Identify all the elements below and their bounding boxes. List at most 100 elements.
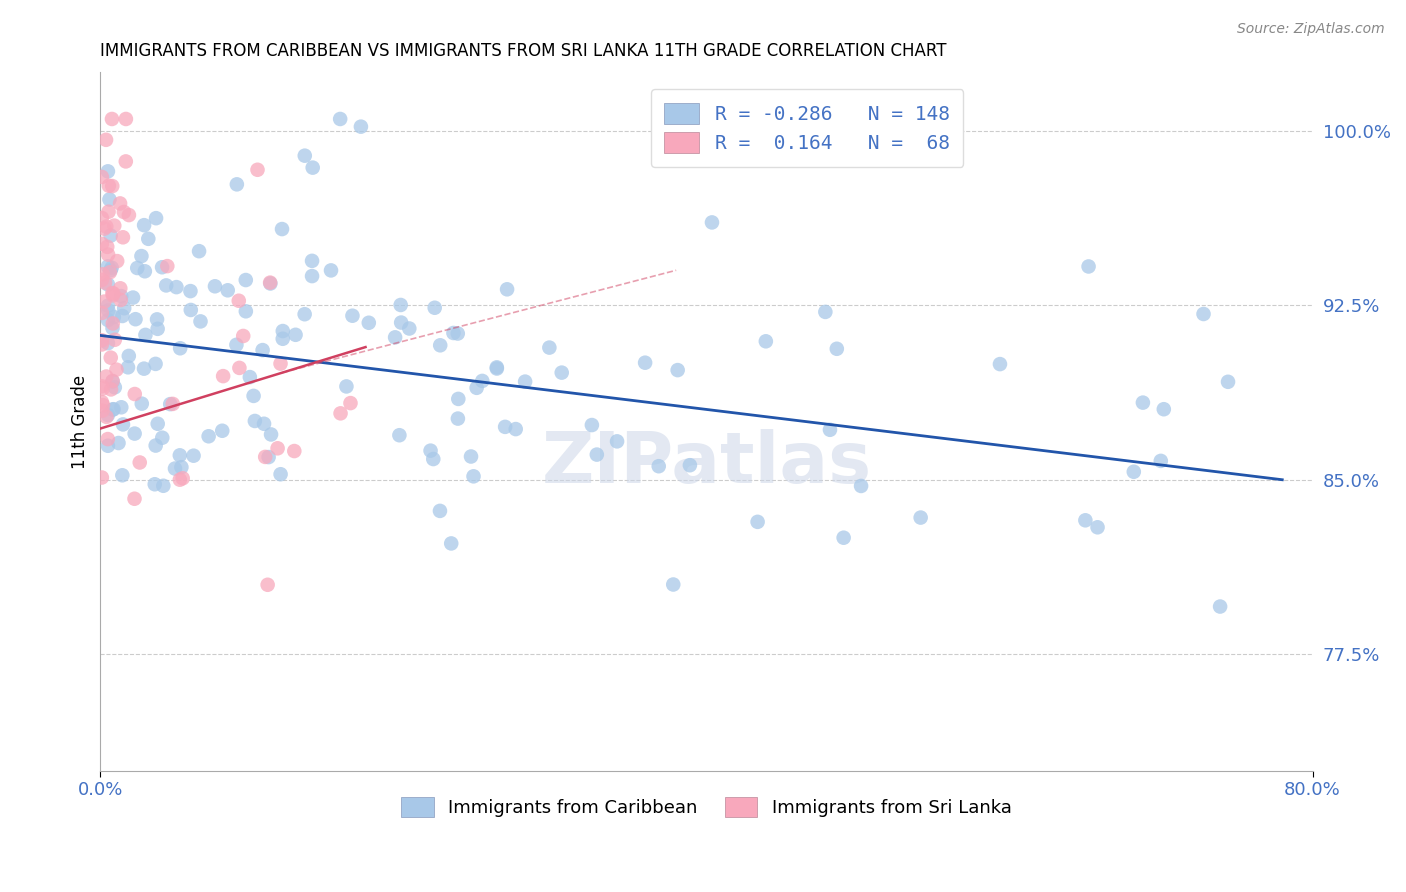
Point [350, 120, 373, 134]
Point [163, 461, 186, 475]
Point [97, 313, 120, 327]
Point [284, 327, 307, 342]
Point [443, 326, 465, 340]
Point [283, 444, 305, 458]
Point [342, 309, 364, 323]
Point [146, 322, 169, 336]
Point [832, 531, 855, 545]
Point [259, 277, 281, 291]
Point [150, 260, 173, 275]
Point [266, 442, 288, 456]
Point [128, 455, 150, 469]
Point [114, 154, 136, 169]
Point [228, 360, 250, 375]
Point [96, 240, 118, 254]
Point [389, 316, 412, 330]
Point [471, 374, 494, 388]
Point [90, 379, 112, 393]
Point [217, 283, 239, 297]
Point [107, 436, 129, 450]
Point [1087, 520, 1109, 534]
Point [188, 244, 211, 259]
Point [105, 254, 128, 268]
Point [1209, 599, 1232, 614]
Point [825, 342, 848, 356]
Point [1132, 395, 1154, 409]
Point [169, 448, 191, 462]
Point [104, 380, 127, 394]
Point [97, 247, 120, 261]
Point [339, 396, 361, 410]
Point [117, 360, 139, 375]
Point [101, 112, 124, 126]
Point [127, 260, 149, 275]
Point [1122, 465, 1144, 479]
Point [183, 449, 205, 463]
Point [259, 276, 281, 290]
Point [110, 401, 132, 415]
Point [211, 424, 233, 438]
Point [301, 161, 323, 175]
Point [447, 326, 470, 341]
Point [197, 429, 219, 443]
Point [136, 232, 159, 246]
Point [423, 301, 446, 315]
Point [271, 222, 294, 236]
Point [94, 276, 117, 290]
Point [494, 420, 516, 434]
Point [145, 357, 167, 371]
Point [235, 273, 257, 287]
Point [115, 112, 138, 126]
Point [170, 460, 193, 475]
Point [110, 289, 132, 303]
Point [256, 578, 278, 592]
Point [460, 450, 482, 464]
Point [179, 284, 201, 298]
Point [422, 452, 444, 467]
Point [155, 278, 177, 293]
Point [100, 351, 122, 365]
Point [910, 510, 932, 524]
Point [666, 363, 689, 377]
Point [90, 470, 112, 484]
Point [103, 402, 125, 417]
Point [165, 280, 187, 294]
Point [143, 477, 166, 491]
Point [91, 382, 114, 396]
Point [252, 343, 274, 357]
Point [101, 321, 124, 335]
Point [513, 375, 536, 389]
Point [108, 196, 131, 211]
Point [101, 375, 124, 389]
Point [169, 473, 191, 487]
Point [118, 349, 141, 363]
Point [124, 387, 146, 401]
Point [152, 479, 174, 493]
Point [849, 479, 872, 493]
Point [90, 306, 112, 320]
Point [257, 450, 280, 464]
Point [384, 330, 406, 344]
Point [485, 360, 508, 375]
Point [172, 471, 194, 485]
Point [145, 211, 167, 226]
Point [246, 162, 269, 177]
Point [118, 208, 141, 222]
Point [581, 418, 603, 433]
Point [505, 422, 527, 436]
Point [159, 397, 181, 411]
Point [101, 179, 124, 194]
Point [90, 211, 112, 225]
Point [496, 282, 519, 296]
Point [100, 260, 122, 275]
Point [1192, 307, 1215, 321]
Point [97, 260, 120, 274]
Point [134, 264, 156, 278]
Point [94, 133, 117, 147]
Point [447, 392, 470, 406]
Point [301, 269, 323, 284]
Point [634, 356, 657, 370]
Point [111, 309, 134, 323]
Point [103, 286, 125, 301]
Point [747, 515, 769, 529]
